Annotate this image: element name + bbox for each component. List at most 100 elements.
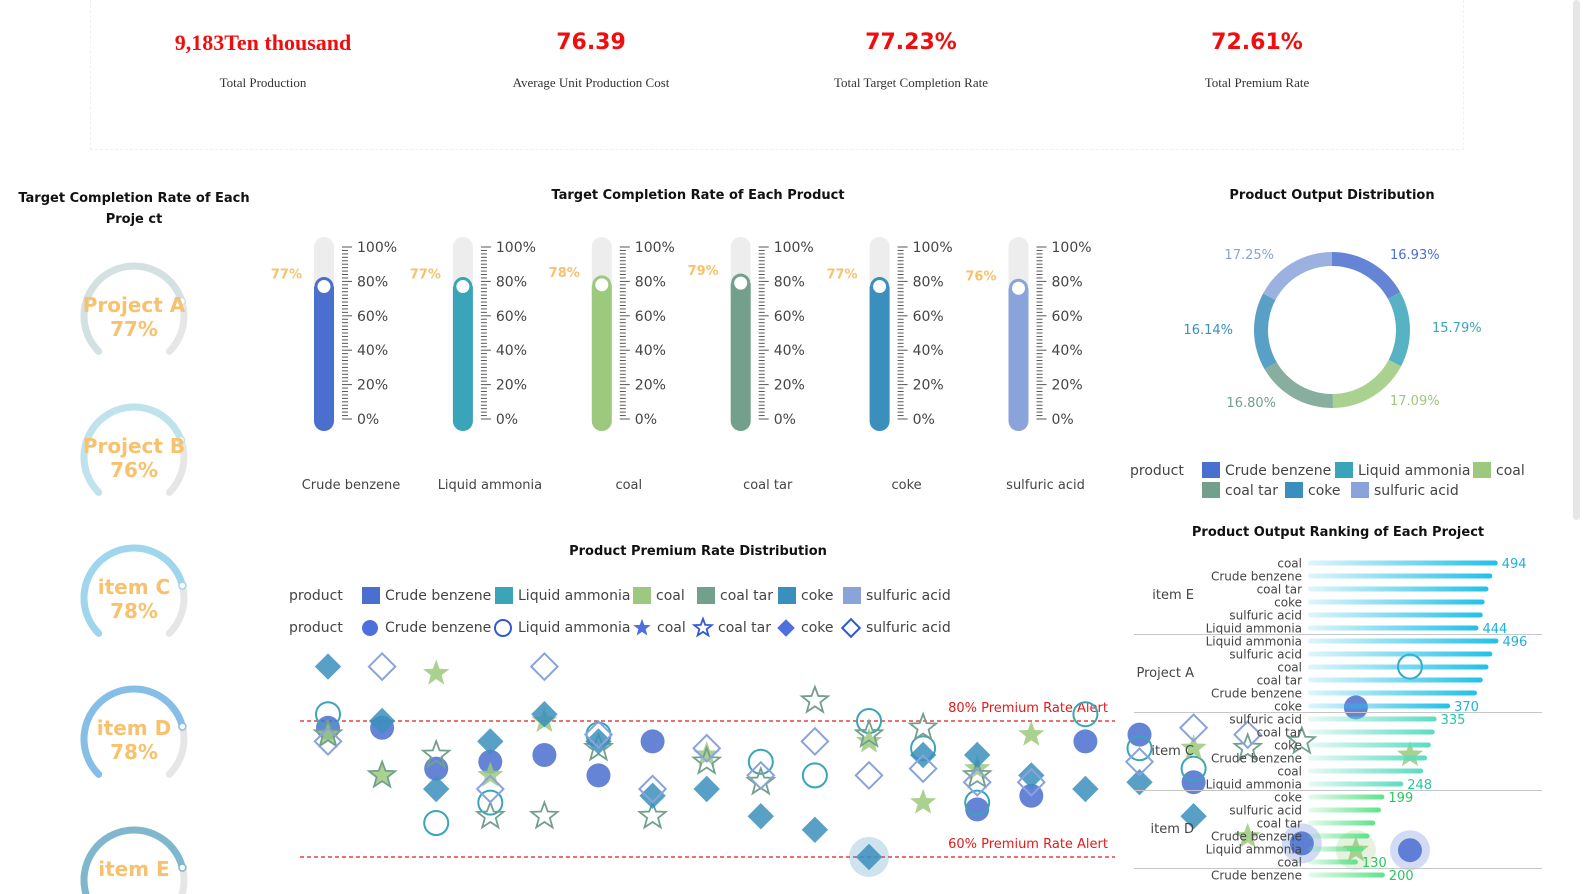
thermo-axis-label: 20% — [496, 378, 527, 394]
scatter-legend-symbol — [494, 619, 512, 637]
donut-legend-label: coal tar — [1225, 483, 1278, 499]
scatter-legend-swatch — [633, 587, 651, 604]
ranking-group-label: item D — [1150, 822, 1194, 837]
scatter-point — [368, 707, 396, 735]
ranking-bar — [1308, 794, 1385, 800]
thermo-axis-label: 20% — [913, 378, 944, 394]
ranking-row-label: coal tar — [1257, 583, 1303, 597]
gauge-progress — [80, 685, 186, 778]
scatter-legend-symbol — [777, 619, 795, 637]
ranking-bar — [1308, 599, 1485, 605]
thermo-axis-label: 40% — [496, 343, 527, 359]
ranking-row-label: coke — [1274, 739, 1302, 753]
scatter-point — [474, 799, 506, 830]
scatter-point — [477, 728, 504, 755]
scatter-legend-label: coal — [656, 588, 685, 604]
premium-scatter: product Crude benzene Liquid ammonia coal co… — [289, 587, 1430, 877]
gauge-progress — [80, 826, 186, 894]
ranking-value-label: 370 — [1454, 700, 1479, 715]
thermo-axis-label: 20% — [635, 378, 666, 394]
ranking-row-label: coal tar — [1257, 674, 1303, 688]
scatter-point — [1396, 741, 1424, 767]
thermo-knob — [453, 277, 473, 297]
scatter-point — [528, 799, 560, 830]
ranking-bar — [1308, 781, 1404, 787]
kpi-label: Total Premium Rate — [1204, 75, 1310, 90]
ranking-row-label: sulfuric acid — [1229, 648, 1302, 662]
donut-legend-label: Liquid ammonia — [1358, 463, 1470, 479]
scatter-point — [424, 756, 449, 781]
ranking-row-label: Crude benzene — [1211, 752, 1302, 766]
thermo-axis-label: 60% — [1052, 309, 1083, 325]
ranking-bar — [1308, 625, 1479, 631]
scatter-legend-swatch — [843, 587, 861, 604]
gauge-pointer — [178, 722, 187, 731]
scatter-point — [747, 748, 774, 775]
thermo-knob — [870, 277, 890, 297]
scatter-point — [853, 718, 885, 748]
scatter-legend-label: coke — [801, 588, 833, 604]
thermo-axis-label: 60% — [774, 309, 805, 325]
thermo-axis-label: 0% — [496, 412, 518, 428]
scatter-legend-symbol — [362, 620, 378, 636]
donut-legend-title: product — [1130, 463, 1184, 479]
ranking-bar — [1308, 612, 1483, 618]
scatter-point — [964, 741, 991, 769]
scatter-point — [800, 726, 830, 757]
ranking-row-label: sulfuric acid — [1229, 609, 1302, 623]
kpi-label: Total Production — [219, 75, 307, 90]
gauge-value: 78% — [110, 599, 158, 623]
thermo-axis-label: 40% — [774, 343, 805, 359]
scatter-legend-label: coal — [657, 620, 686, 636]
scatter-point — [855, 843, 883, 871]
thermo-category-label: coal — [615, 478, 642, 493]
ranking-value-label: 496 — [1502, 635, 1527, 650]
ranking-bar — [1308, 729, 1435, 735]
scatter-markline-label: 80% Premium Rate Alert — [948, 701, 1108, 716]
kpi-total-production: 9,183Ten thousand Total Production — [113, 28, 413, 91]
ranking-row-label: coal tar — [1257, 726, 1303, 740]
gauge-name: item E — [98, 857, 169, 881]
scatter-point — [801, 762, 828, 789]
scatter-legend-label: coal tar — [720, 588, 773, 604]
ranking-row-label: Crude benzene — [1211, 570, 1302, 584]
output-donut: 16.93% 15.79% 17.09% 16.80% 16.14% 17.25% prod… — [1130, 248, 1525, 499]
donut-slice — [1387, 292, 1411, 367]
scatter-point — [1286, 725, 1318, 755]
scatter-point — [692, 733, 722, 763]
kpi-value: 77.23% — [865, 30, 957, 55]
scatter-legend-label: coke — [801, 620, 833, 636]
donut-legend-swatch — [1351, 482, 1369, 498]
scatter-point — [423, 810, 450, 836]
donut-legend-label: coke — [1308, 483, 1340, 499]
thermo-axis-label: 0% — [774, 412, 796, 428]
scatter-markline-label: 60% Premium Rate Alert — [948, 837, 1108, 852]
scatter-legend-label: Crude benzene — [385, 588, 491, 604]
thermo-category-label: coke — [892, 478, 922, 493]
thermo-axis-label: 20% — [774, 378, 805, 394]
thermo-axis-label: 60% — [357, 309, 388, 325]
scatter-legend-swatch — [362, 587, 380, 604]
donut-slice-label: 16.80% — [1226, 396, 1276, 411]
ranking-row-label: coal tar — [1257, 817, 1303, 831]
donut-slice-label: 17.25% — [1224, 248, 1274, 263]
gauge-name: Project A — [83, 293, 186, 317]
scatter-point — [693, 775, 720, 803]
thermo-axis-label: 100% — [357, 240, 397, 256]
donut-legend-label: sulfuric acid — [1374, 483, 1459, 499]
scatter-point — [1127, 722, 1152, 747]
donut-slice — [1332, 252, 1401, 299]
thermo-value-label: 79% — [688, 264, 719, 279]
gauge-progress — [80, 544, 186, 637]
scatter-point — [1018, 762, 1045, 789]
scatter-point — [1124, 747, 1155, 777]
gauge-value: 78% — [110, 740, 158, 764]
output-dist-title: Product Output Distribution — [1229, 188, 1435, 203]
donut-slice-label: 15.79% — [1432, 321, 1482, 336]
ranking-row-label: coal — [1277, 765, 1302, 779]
donut-slice — [1332, 359, 1402, 408]
scatter-point — [964, 789, 991, 816]
scatter-point — [583, 719, 614, 750]
page-scrollbar[interactable] — [1573, 0, 1580, 520]
